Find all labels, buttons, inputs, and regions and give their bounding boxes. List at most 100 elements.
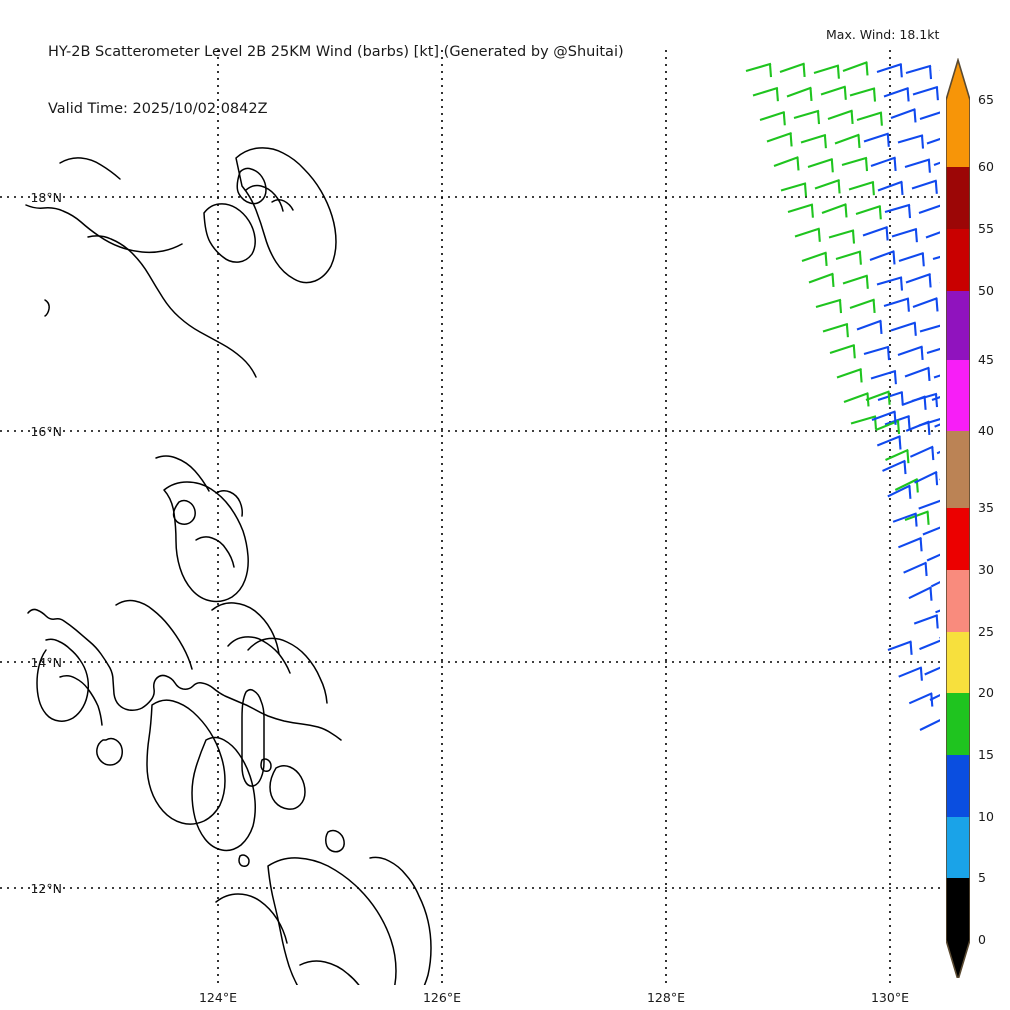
- barb-shaft: [898, 536, 922, 549]
- barb-shaft: [877, 391, 904, 401]
- wind-barb: [929, 693, 940, 701]
- barb-shaft: [800, 133, 827, 144]
- barb-shaft: [905, 273, 931, 284]
- barb-shaft: [849, 298, 875, 309]
- wind-barb: [890, 108, 917, 123]
- wind-barb: [905, 64, 933, 80]
- barb-shaft: [813, 64, 840, 75]
- barb-shaft: [903, 561, 927, 574]
- wind-barb: [849, 298, 876, 313]
- barb-shaft: [884, 203, 911, 214]
- barb-shaft: [786, 86, 812, 98]
- barb-shaft: [926, 553, 940, 562]
- wind-barb: [926, 347, 940, 355]
- wind-barb: [848, 180, 875, 196]
- barb-flag: [885, 227, 889, 241]
- page-title: HY-2B Scatterometer Level 2B 25KM Wind (…: [48, 44, 624, 60]
- wind-barb: [887, 484, 912, 499]
- wind-barb: [876, 435, 902, 450]
- colorbar-band-20-25: [946, 632, 970, 693]
- colorbar-tick-20: 20: [978, 685, 994, 700]
- barb-flag: [816, 111, 821, 125]
- barb-shaft: [892, 512, 917, 523]
- barb-flag: [838, 300, 843, 314]
- barb-shaft: [862, 226, 888, 237]
- barb-flag: [935, 87, 939, 101]
- wind-barb: [883, 87, 910, 102]
- barb-shaft: [870, 369, 897, 380]
- barb-flag: [893, 157, 897, 171]
- barb-shaft: [919, 719, 940, 731]
- barb-flag: [872, 299, 876, 313]
- barb-flag: [919, 667, 923, 681]
- map-title-block: HY-2B Scatterometer Level 2B 25KM Wind (…: [48, 5, 624, 157]
- wind-barb: [883, 297, 910, 312]
- wind-barb: [919, 324, 940, 333]
- colorbar-band-25-30: [946, 570, 970, 632]
- wind-barb: [870, 156, 897, 171]
- barb-flag: [900, 392, 904, 406]
- barb-flag: [830, 159, 834, 173]
- wind-barb: [841, 156, 869, 172]
- barb-shaft: [820, 85, 847, 96]
- barb-shaft: [808, 272, 834, 284]
- barb-flag: [928, 66, 933, 80]
- wind-barb: [890, 321, 917, 336]
- barb-shaft: [863, 132, 890, 143]
- wind-barb: [766, 132, 793, 147]
- wind-barb: [842, 61, 869, 76]
- wind-barb: [922, 526, 940, 536]
- barb-flag: [852, 345, 856, 359]
- barb-flag: [906, 298, 910, 312]
- barb-shaft: [934, 423, 940, 428]
- wind-barb: [850, 415, 878, 430]
- barb-flag: [886, 347, 891, 361]
- wind-barb: [855, 205, 882, 220]
- wind-barb: [930, 580, 940, 588]
- colorbar-tick-0: 0: [978, 932, 986, 947]
- barb-flag: [810, 204, 814, 218]
- barb-flag: [935, 615, 939, 629]
- barb-flag: [931, 447, 935, 461]
- colorbar: [946, 58, 970, 978]
- wind-barb: [876, 63, 903, 78]
- wind-barb: [794, 227, 821, 242]
- wind-barb: [829, 344, 856, 359]
- colorbar-tick-15: 15: [978, 747, 994, 762]
- barb-shaft: [856, 319, 882, 331]
- wind-barb: [793, 109, 821, 125]
- colorbar-band-0-5: [946, 878, 970, 940]
- barb-flag: [900, 181, 904, 195]
- barb-shaft: [882, 459, 906, 472]
- wind-barb: [801, 251, 828, 266]
- barb-shaft: [898, 252, 925, 262]
- barb-shaft: [909, 445, 934, 458]
- colorbar-band-60-65: [946, 100, 970, 167]
- wind-barb: [924, 666, 940, 676]
- wind-barb: [934, 423, 940, 428]
- wind-barb: [865, 390, 891, 405]
- wind-barb: [849, 87, 877, 102]
- wind-barb: [822, 322, 849, 338]
- barb-shaft: [787, 203, 814, 214]
- barb-shaft: [914, 470, 938, 484]
- barb-shaft: [885, 448, 909, 461]
- wind-barb: [885, 448, 910, 464]
- wind-barb: [815, 298, 843, 314]
- barb-flag: [893, 411, 897, 425]
- colorbar-band-30-35: [946, 508, 970, 570]
- wind-barb: [898, 252, 925, 267]
- wind-barb: [827, 109, 854, 124]
- barb-shaft: [835, 250, 862, 261]
- lon-tick-130e: 130°E: [870, 990, 909, 1005]
- wind-barb: [862, 226, 889, 241]
- barb-flag: [837, 180, 841, 194]
- colorbar-tick-35: 35: [978, 500, 994, 515]
- barb-shaft: [829, 344, 856, 354]
- wind-barb: [808, 272, 835, 287]
- barb-shaft: [890, 108, 916, 119]
- colorbar-band-5-10: [946, 817, 970, 878]
- wind-barb: [759, 111, 786, 126]
- barb-shaft: [807, 158, 834, 168]
